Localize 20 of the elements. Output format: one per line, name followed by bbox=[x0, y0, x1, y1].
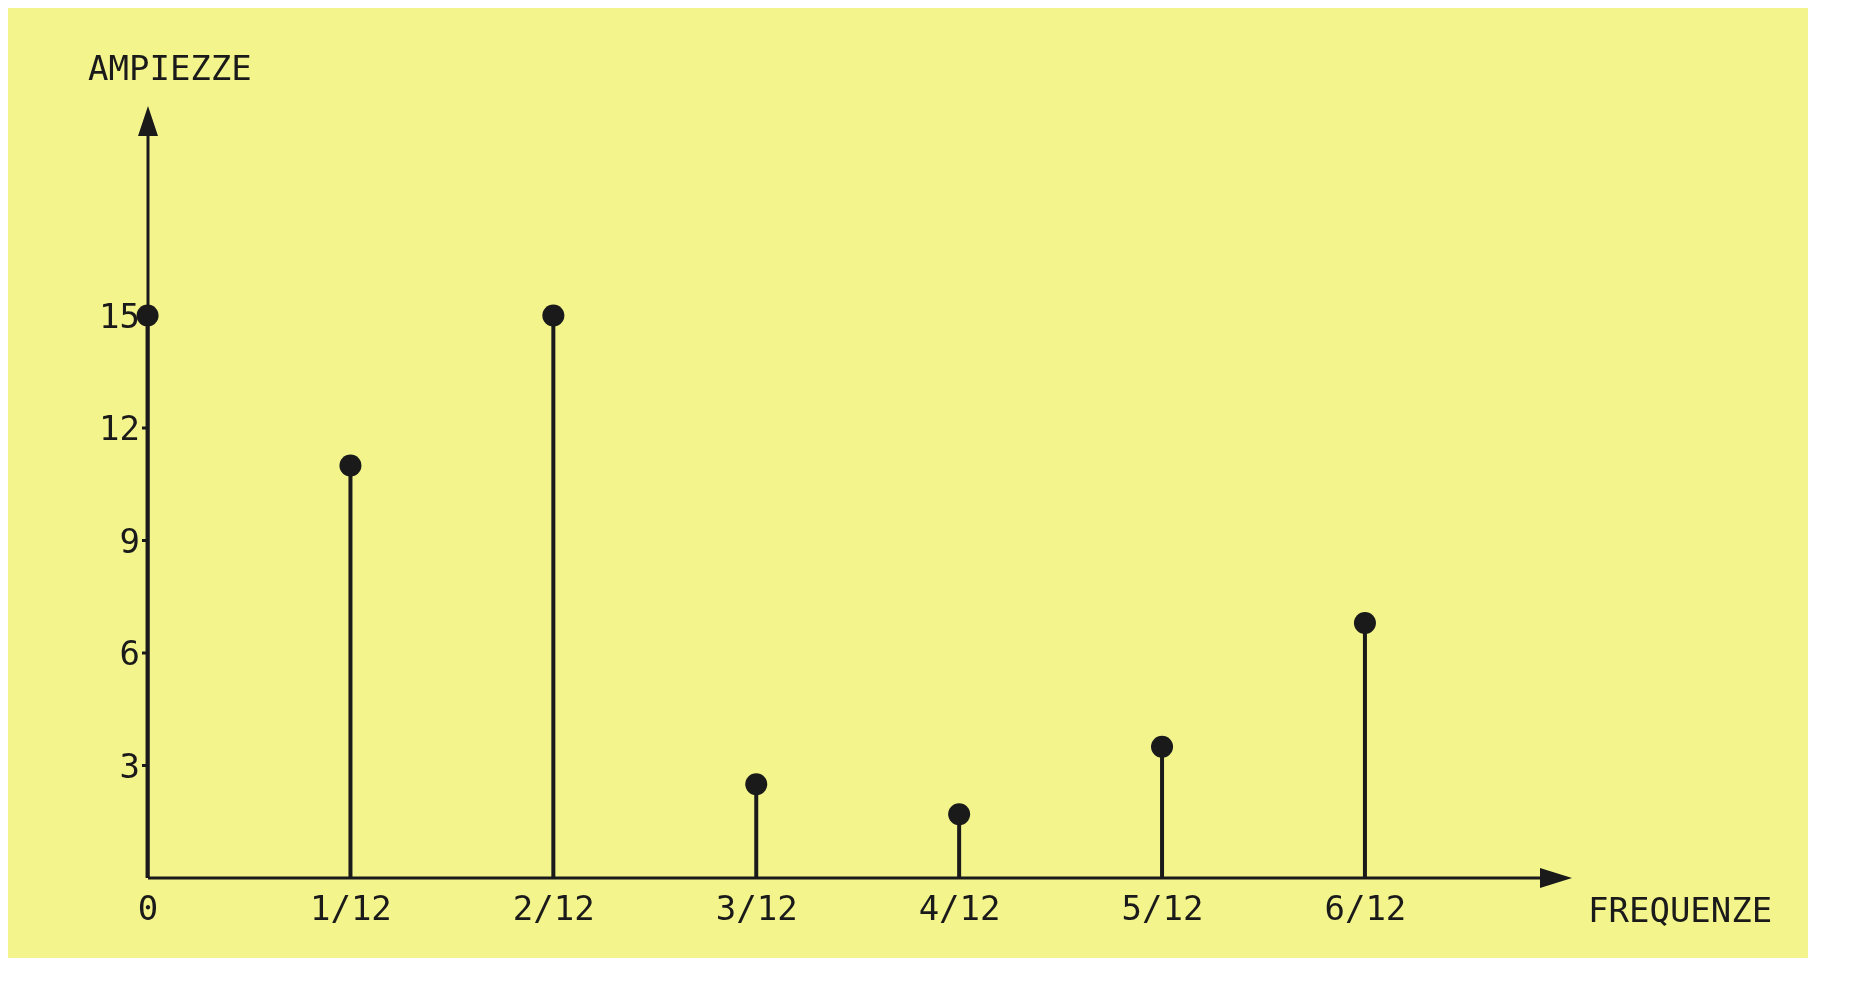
x-tick-label: 2/12 bbox=[512, 888, 595, 929]
x-tick-label: 3/12 bbox=[715, 888, 798, 929]
x-axis-title: FREQUENZE bbox=[1588, 890, 1773, 930]
point bbox=[339, 454, 362, 477]
x-tick-label: 0 bbox=[137, 888, 159, 929]
y-tick-label: 6 bbox=[119, 633, 140, 674]
y-tick-label: 12 bbox=[99, 408, 140, 449]
y-tick-label: 15 bbox=[99, 295, 140, 336]
y-axis-title: AMPIEZZE bbox=[88, 48, 252, 88]
point bbox=[542, 304, 565, 327]
point bbox=[745, 773, 768, 796]
x-tick-label: 6/12 bbox=[1324, 888, 1407, 929]
x-tick-label: 4/12 bbox=[918, 888, 1001, 929]
x-tick-label: 1/12 bbox=[309, 888, 392, 929]
point bbox=[948, 803, 971, 826]
point bbox=[1353, 612, 1376, 634]
point bbox=[1151, 735, 1174, 758]
x-tick-label: 5/12 bbox=[1121, 888, 1204, 929]
y-tick-label: 9 bbox=[119, 520, 140, 561]
y-tick-label: 3 bbox=[119, 745, 140, 786]
